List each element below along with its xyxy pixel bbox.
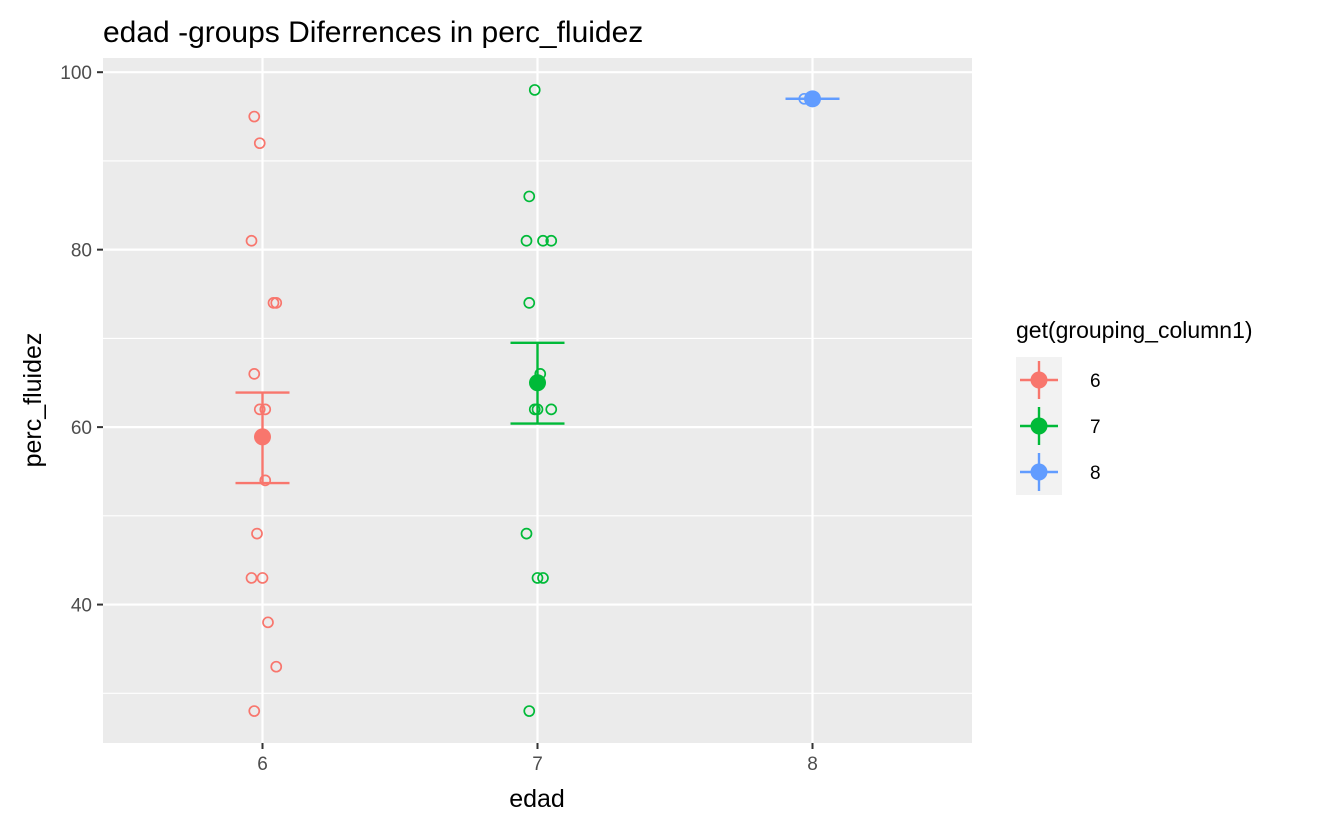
legend-key-point: [1030, 371, 1048, 389]
data-point: [256, 572, 269, 584]
data-point: [248, 110, 261, 123]
data-point: [259, 403, 272, 416]
data-point: [245, 234, 258, 247]
legend-key-point: [1030, 463, 1048, 481]
mean-point: [804, 90, 821, 108]
data-point: [270, 660, 283, 673]
data-point: [523, 190, 536, 203]
legend-title: get(grouping_column1): [1016, 317, 1253, 343]
legend-key-point: [1030, 417, 1048, 435]
data-point: [248, 705, 261, 717]
data-point: [251, 527, 263, 540]
data-point: [523, 705, 536, 717]
data-point: [545, 403, 558, 416]
x-axis-title: edad: [509, 785, 565, 813]
data-point: [537, 234, 549, 247]
data-point: [248, 368, 261, 380]
data-point: [253, 403, 266, 416]
y-tick-label: 100: [60, 63, 92, 84]
data-point: [270, 297, 283, 309]
x-tick-label: 7: [532, 754, 543, 775]
data-point: [245, 572, 258, 584]
points-layer: [245, 84, 811, 717]
data-point: [262, 616, 274, 629]
y-axis-title: perc_fluidez: [19, 333, 47, 468]
y-tick-label: 40: [71, 596, 92, 617]
data-point: [545, 234, 558, 247]
data-point: [520, 234, 533, 247]
chart-title: edad -groups Diferrences in perc_fluidez: [103, 16, 643, 49]
y-tick-label: 60: [71, 418, 92, 439]
x-tick-label: 8: [807, 754, 818, 775]
ticks-layer: 40 60 80 100 6 7 8: [60, 63, 817, 775]
data-point: [259, 474, 272, 487]
x-tick-label: 6: [257, 754, 268, 775]
data-point: [528, 84, 541, 96]
mean-point: [254, 428, 271, 446]
data-point: [531, 572, 544, 584]
mean-point: [529, 374, 546, 392]
data-point: [520, 527, 533, 540]
legend: get(grouping_column1) 6 7 8: [1016, 317, 1253, 495]
data-point: [537, 572, 549, 584]
legend-label: 7: [1090, 417, 1101, 438]
summary-layer: [235, 90, 840, 485]
legend-keys: 6 7 8: [1016, 357, 1101, 495]
legend-label: 6: [1090, 371, 1101, 392]
legend-label: 8: [1090, 463, 1101, 484]
data-point: [253, 137, 266, 150]
y-tick-label: 80: [71, 241, 92, 262]
data-point: [523, 297, 536, 309]
